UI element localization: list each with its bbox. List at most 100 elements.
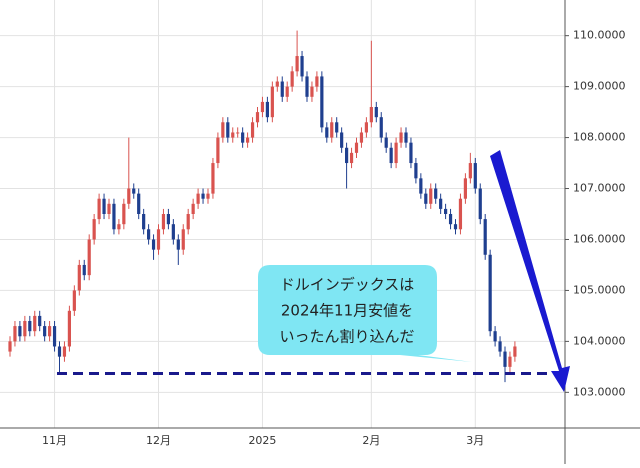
candle-body: [310, 86, 314, 97]
candle-body: [142, 214, 146, 230]
candle-body: [241, 132, 245, 143]
candle-body: [429, 188, 433, 204]
x-tick-label: 12月: [146, 434, 171, 447]
candle-body: [444, 208, 448, 214]
candle-body: [359, 132, 364, 143]
candle-body: [270, 86, 274, 118]
candle-body: [369, 107, 373, 123]
candle-body: [260, 101, 265, 113]
candle-body: [503, 351, 507, 367]
candle-body: [478, 188, 482, 220]
candle-body: [43, 326, 47, 337]
candles: [8, 30, 517, 383]
candle-body: [453, 224, 458, 230]
y-tick-label: 108.0000: [573, 131, 626, 144]
candle-body: [315, 76, 319, 87]
candle-body: [295, 56, 299, 72]
candle-body: [330, 122, 334, 138]
candle-body: [364, 122, 368, 133]
candle-body: [201, 193, 205, 199]
candle-body: [374, 107, 378, 118]
candle-body: [255, 112, 260, 123]
candle-body: [473, 163, 477, 189]
candle-body: [468, 163, 472, 179]
candle-body: [458, 198, 463, 230]
callout-text: 2024年11月安値を: [281, 302, 413, 320]
candle-body: [513, 346, 517, 357]
candle-body: [62, 346, 67, 357]
candle-body: [122, 203, 126, 225]
candle-body: [305, 76, 309, 97]
candle-body: [112, 203, 116, 230]
candle-body: [8, 341, 12, 352]
candle-body: [132, 188, 136, 194]
candle-body: [508, 356, 512, 367]
candle-body: [82, 264, 86, 276]
candle-body: [186, 214, 190, 230]
candle-body: [196, 193, 200, 204]
candle-body: [102, 198, 106, 214]
candle-body: [345, 147, 349, 164]
candle-body: [48, 326, 52, 337]
candle-body: [137, 193, 141, 214]
candle-body: [38, 315, 42, 327]
x-tick-label: 11月: [42, 434, 67, 447]
candle-body: [246, 137, 250, 143]
candle-body: [166, 214, 170, 225]
candle-body: [320, 76, 324, 128]
candle-body: [156, 229, 161, 250]
callout-text: いったん割り込んだ: [279, 328, 414, 346]
candle-body: [117, 224, 121, 230]
y-tick-label: 107.0000: [573, 182, 626, 195]
candle-body: [488, 254, 492, 332]
candle-body: [216, 137, 220, 164]
candle-body: [97, 198, 101, 220]
candle-body: [280, 81, 284, 97]
candle-body: [340, 132, 344, 148]
candle-body: [354, 142, 359, 153]
y-tick-label: 110.0000: [573, 29, 626, 42]
candle-body: [161, 214, 166, 230]
candle-body: [265, 101, 269, 118]
x-tick-label: 2月: [362, 434, 380, 447]
y-tick-label: 103.0000: [573, 385, 626, 398]
callout: ドルインデックスは 2024年11月安値を いったん割り込んだ: [258, 265, 472, 362]
candle-body: [231, 132, 235, 138]
candle-body: [250, 122, 255, 138]
candle-body: [424, 193, 428, 204]
candle-body: [404, 132, 408, 143]
candle-body: [419, 178, 423, 194]
candle-body: [23, 321, 27, 337]
candle-body: [236, 132, 240, 134]
candle-body: [151, 239, 156, 250]
candle-body: [439, 198, 443, 209]
candle-body: [13, 326, 17, 342]
candle-body: [493, 331, 497, 342]
candle-body: [176, 239, 180, 250]
candle-body: [52, 326, 57, 347]
candle-body: [498, 341, 502, 352]
candle-body: [67, 310, 71, 347]
y-tick-label: 106.0000: [573, 232, 626, 245]
y-tick-label: 109.0000: [573, 80, 626, 93]
x-tick-label: 3月: [466, 434, 484, 447]
candle-body: [57, 346, 62, 357]
candle-body: [349, 152, 354, 164]
y-tick-label: 105.0000: [573, 283, 626, 296]
candle-body: [127, 188, 131, 204]
candle-body: [221, 122, 225, 138]
candle-body: [92, 219, 96, 240]
candle-body: [325, 127, 329, 138]
candle-body: [77, 264, 81, 291]
candle-body: [434, 188, 438, 199]
candle-body: [448, 214, 453, 225]
candle-body: [290, 71, 294, 87]
x-tick-label: 2025: [248, 434, 276, 447]
candle-body: [409, 142, 413, 164]
candle-body: [107, 203, 111, 214]
candle-body: [384, 137, 388, 148]
down-arrow: [490, 150, 570, 392]
candle-body: [87, 239, 91, 276]
